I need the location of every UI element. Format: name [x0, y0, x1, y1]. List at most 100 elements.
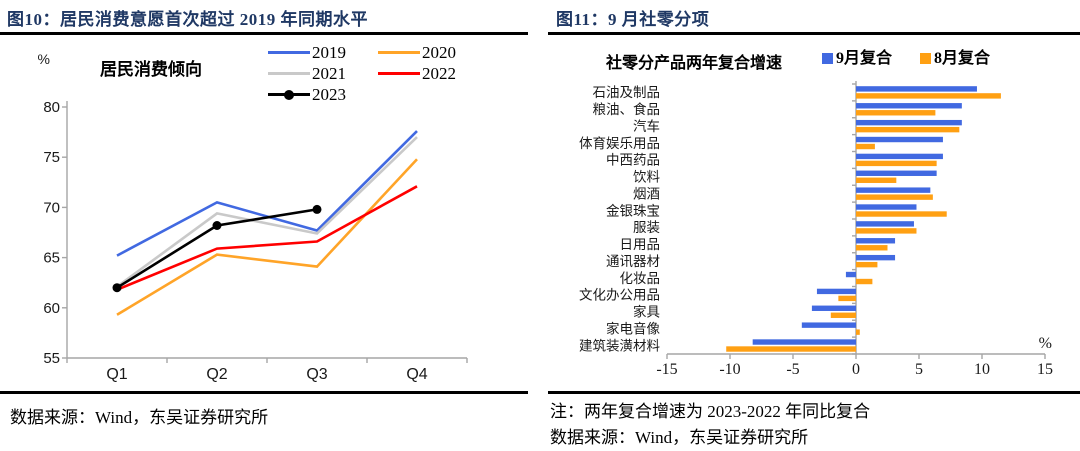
y-tick-label: 65	[43, 250, 60, 267]
bar-9月复合-汽车	[856, 119, 962, 126]
bar-9月复合-家电音像	[801, 322, 856, 328]
bar-8月复合-日用品	[856, 245, 888, 251]
legend-item-8月复合: 8月复合	[920, 49, 990, 68]
legend-line-swatch	[378, 51, 420, 54]
bar-8月复合-粮油、食品	[856, 110, 936, 116]
series-line-2020	[116, 158, 418, 316]
series-line-2021	[116, 136, 418, 288]
figure10-source: 数据来源：Wind，东吴证券研究所	[10, 408, 269, 427]
figure11-note: 注：两年复合增速为 2023-2022 年同比复合	[550, 402, 871, 421]
category-label: 石油及制品	[593, 85, 661, 100]
bar-chart-title: 社零分产品两年复合增速	[606, 55, 783, 72]
legend-color-square	[822, 53, 833, 64]
legend-line-swatch	[378, 72, 420, 75]
bar-9月复合-饮料	[856, 170, 937, 176]
legend-label: 9月复合	[836, 50, 893, 67]
legend-line-swatch	[268, 89, 310, 100]
category-label: 日用品	[620, 237, 661, 252]
figure10-caption: 图10：居民消费意愿首次超过 2019 年同期水平	[7, 10, 368, 29]
category-label: 金银珠宝	[606, 203, 660, 218]
line-chart-legend: 2019 2020 2021 2022 2023	[268, 42, 490, 105]
bar-8月复合-文化办公用品	[838, 295, 856, 302]
bar-9月复合-中西药品	[856, 153, 943, 160]
bar-8月复合-汽车	[856, 126, 960, 133]
legend-item-2020: 2020	[378, 42, 490, 63]
bar-8月复合-石油及制品	[856, 93, 1001, 99]
line-chart-axes	[62, 101, 468, 363]
figure10-top-rule	[0, 32, 528, 35]
bar-9月复合-石油及制品	[856, 86, 977, 92]
legend-line-swatch	[268, 72, 310, 75]
bar-8月复合-建筑装潢材料	[726, 346, 856, 352]
bar-9月复合-化妆品	[845, 271, 856, 278]
bar-8月复合-化妆品	[856, 278, 873, 285]
bar-9月复合-通讯器材	[856, 254, 896, 261]
category-label: 文化办公用品	[579, 288, 660, 303]
y-tick-label: 80	[43, 99, 60, 116]
x-tick-label: 15	[1037, 361, 1053, 378]
series-line-2022	[116, 185, 418, 291]
bar-9月复合-建筑装潢材料	[752, 339, 856, 345]
category-label: 烟酒	[633, 186, 660, 201]
legend-item-2023: 2023	[268, 84, 378, 105]
legend-marker-dot	[284, 89, 294, 100]
bar-8月复合-体育娱乐用品	[856, 143, 875, 150]
bar-8月复合-通讯器材	[856, 261, 878, 268]
legend-item-2021: 2021	[268, 63, 378, 84]
bar-8月复合-服装	[856, 228, 917, 234]
category-label: 中西药品	[606, 153, 660, 168]
x-tick-label: 10	[974, 361, 990, 378]
x-tick-label: 0	[852, 361, 860, 378]
x-tick-label: Q1	[106, 366, 127, 383]
category-label: 体育娱乐用品	[579, 136, 660, 151]
line-chart-title: 居民消费倾向	[100, 60, 202, 79]
bar-8月复合-家电音像	[856, 329, 860, 335]
bar-8月复合-烟酒	[856, 194, 933, 200]
category-label: 通讯器材	[606, 254, 660, 269]
bar-9月复合-金银珠宝	[856, 204, 917, 210]
category-label: 建筑装潢材料	[579, 338, 660, 353]
bar-8月复合-饮料	[856, 177, 897, 183]
category-label: 化妆品	[620, 271, 661, 286]
series-line-2019	[116, 130, 418, 257]
x-tick-label: 5	[915, 361, 923, 378]
x-tick-label: -10	[719, 361, 740, 378]
figure11-caption: 图11：9 月社零分项	[556, 10, 710, 29]
bar-8月复合-家具	[830, 312, 856, 318]
bar-9月复合-日用品	[856, 238, 896, 244]
bar-8月复合-中西药品	[856, 160, 937, 167]
figure11-source: 数据来源：Wind，东吴证券研究所	[550, 428, 809, 447]
y-tick-label: 75	[43, 149, 60, 166]
bar-chart-legend: 9月复合 8月复合	[822, 49, 990, 68]
legend-item-2019: 2019	[268, 42, 378, 63]
bar-9月复合-服装	[856, 221, 914, 227]
x-tick-label: -5	[786, 361, 799, 378]
y-tick-label: 60	[43, 300, 60, 317]
x-tick-label: -15	[656, 361, 677, 378]
figure10-bottom-rule	[0, 391, 528, 394]
legend-label: 2019	[312, 43, 346, 62]
category-label: 家具	[633, 304, 660, 320]
x-tick-label: Q3	[306, 366, 327, 383]
y-tick-label: 55	[43, 350, 60, 367]
bar-9月复合-文化办公用品	[816, 288, 856, 295]
x-tick-label: Q2	[206, 366, 227, 383]
category-label: 服装	[633, 220, 660, 235]
series-marker-2023	[112, 283, 122, 293]
consumption-propensity-line-chart: 55 60 65 70 75 80 Q1 Q2 Q3 Q4%	[38, 51, 468, 383]
bar-9月复合-体育娱乐用品	[856, 136, 943, 143]
legend-label: 2022	[422, 64, 456, 83]
legend-color-square	[920, 53, 932, 64]
legend-label: 2020	[422, 43, 456, 62]
legend-line-swatch	[268, 51, 310, 54]
x-tick-label: Q4	[406, 366, 427, 383]
bar-8月复合-金银珠宝	[856, 211, 947, 217]
category-label: 粮油、食品	[593, 101, 661, 117]
bar-9月复合-粮油、食品	[856, 103, 962, 109]
figure11-top-rule	[548, 32, 1080, 35]
legend-item-2022: 2022	[378, 63, 490, 84]
legend-label: 8月复合	[934, 50, 991, 67]
x-axis-unit-label: %	[1039, 335, 1052, 352]
legend-label: 2021	[312, 64, 346, 83]
